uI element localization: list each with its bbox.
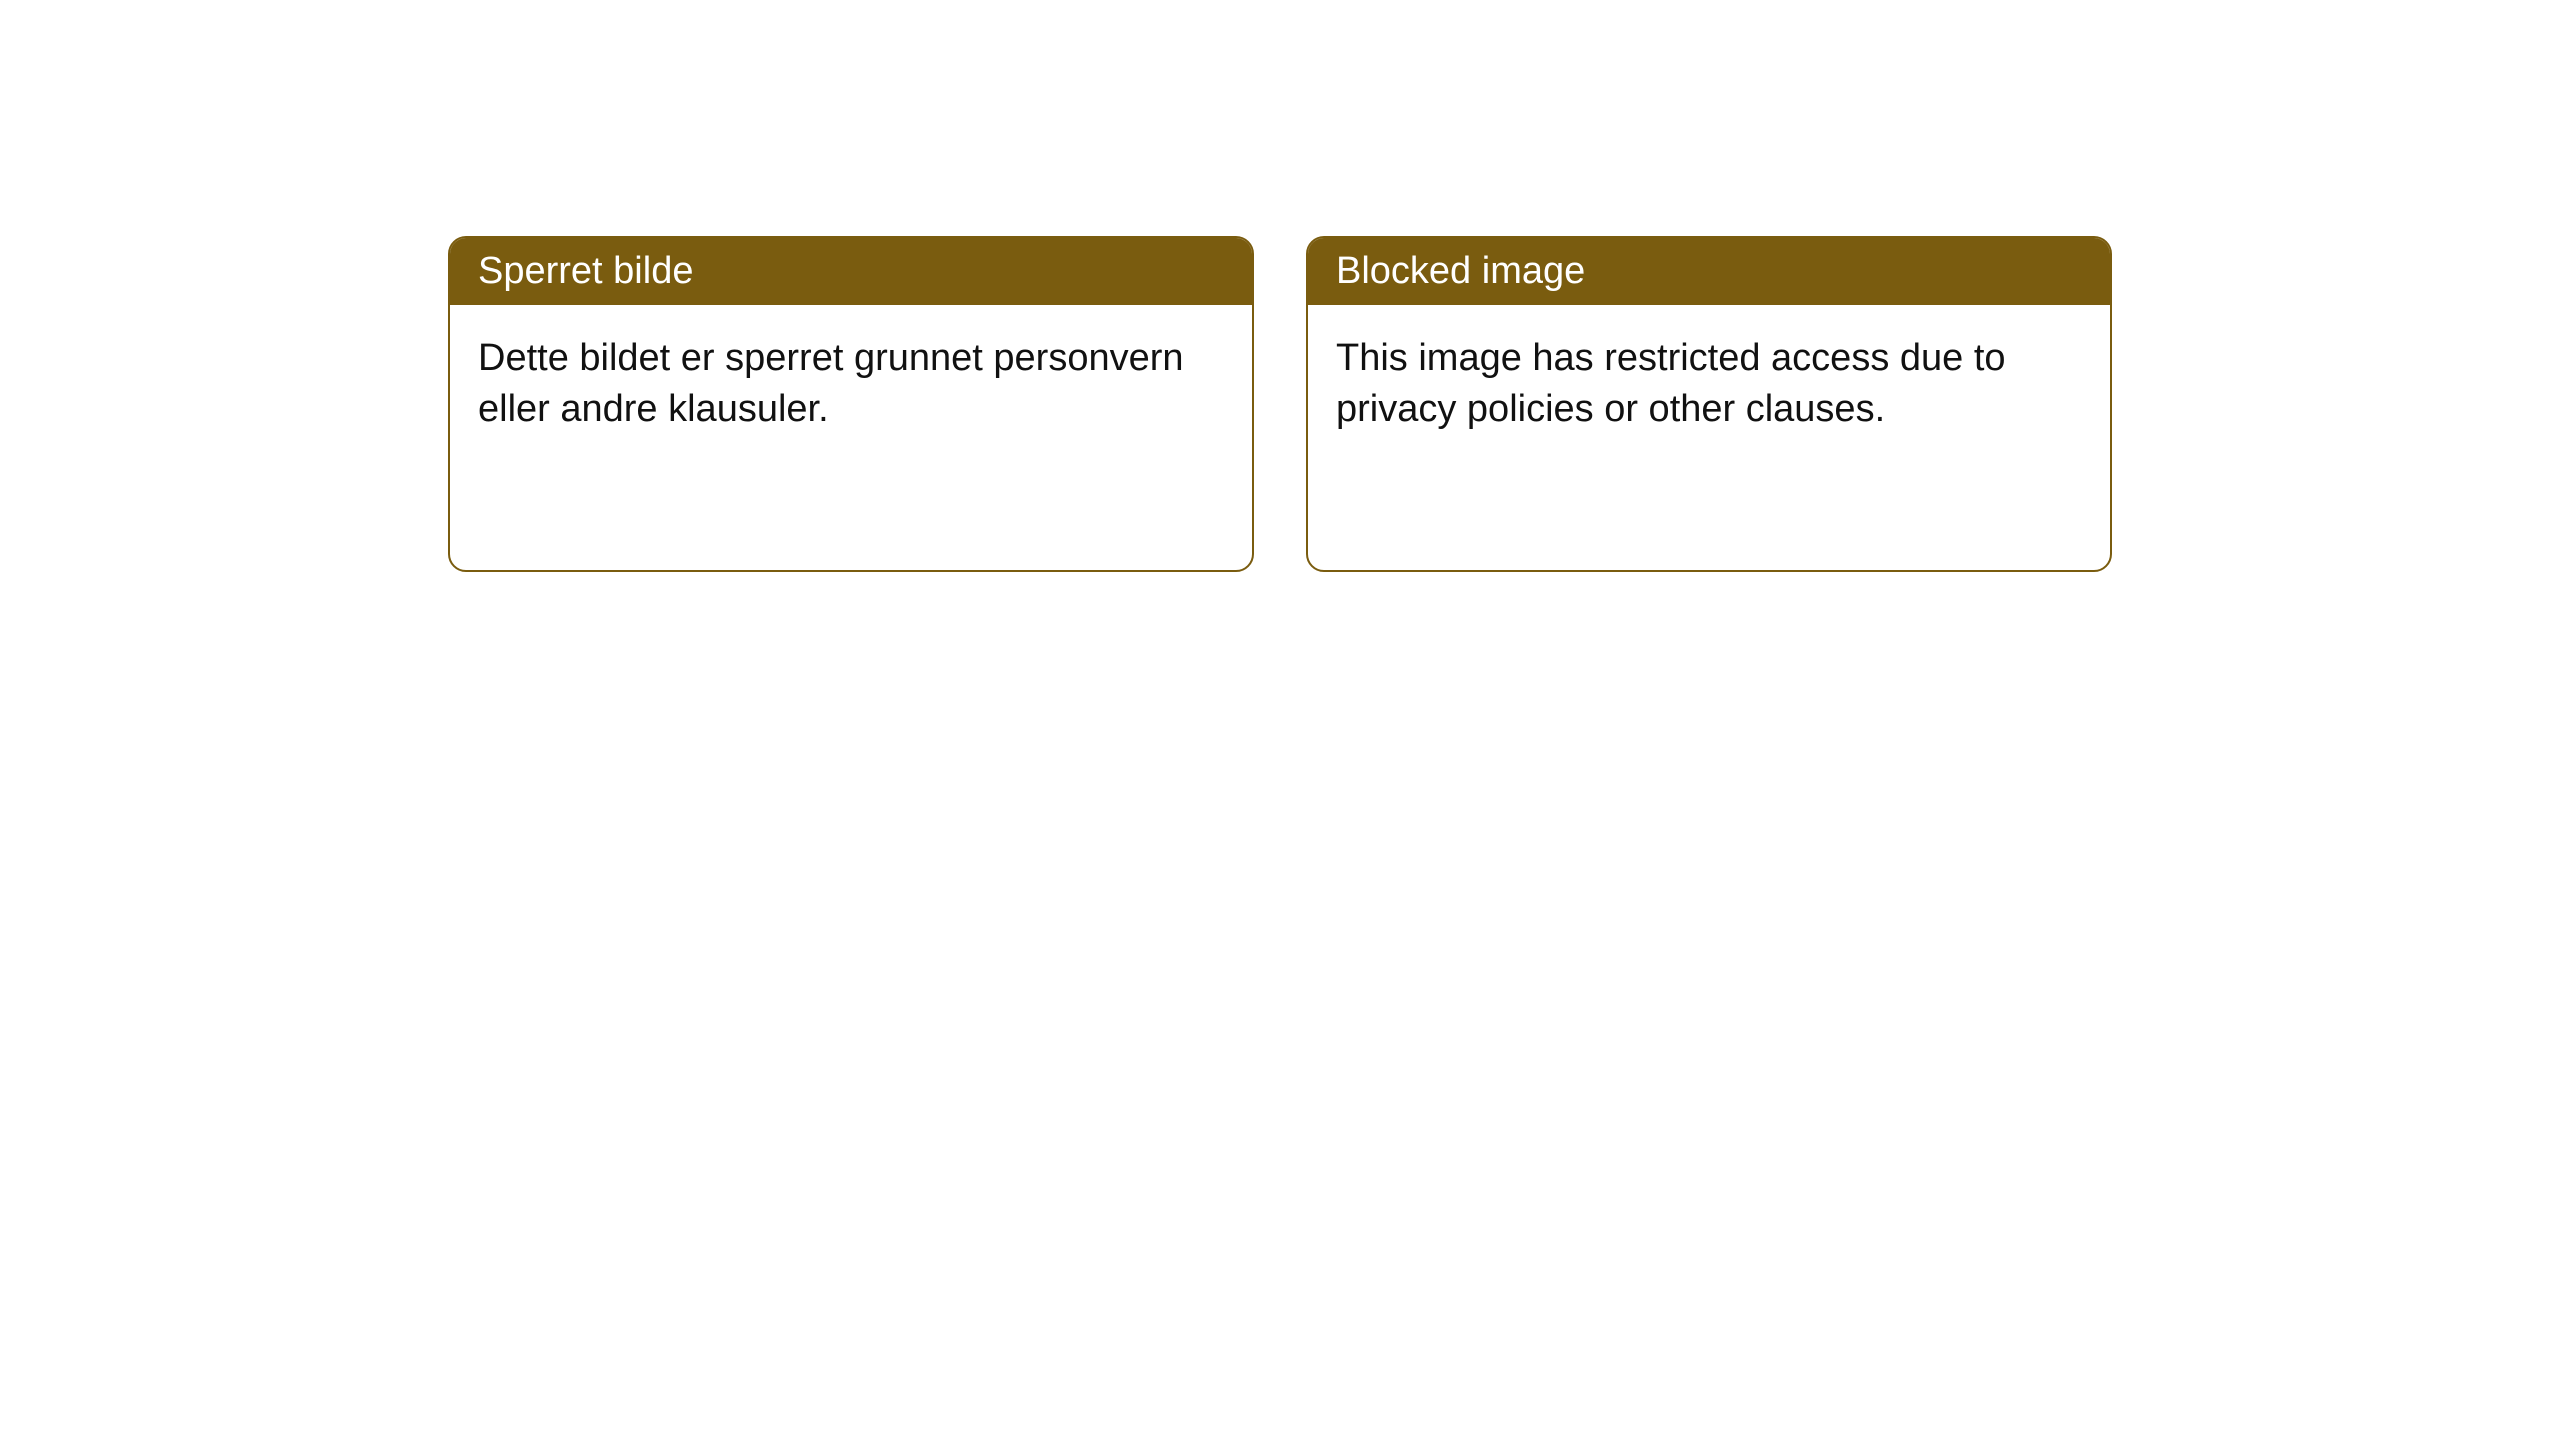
notice-card-en: Blocked image This image has restricted … [1306,236,2112,572]
notice-body-no: Dette bildet er sperret grunnet personve… [450,305,1252,570]
notice-header-en: Blocked image [1308,238,2110,305]
notice-body-en: This image has restricted access due to … [1308,305,2110,570]
notice-header-no: Sperret bilde [450,238,1252,305]
notice-card-no: Sperret bilde Dette bildet er sperret gr… [448,236,1254,572]
notice-container: Sperret bilde Dette bildet er sperret gr… [448,236,2112,572]
